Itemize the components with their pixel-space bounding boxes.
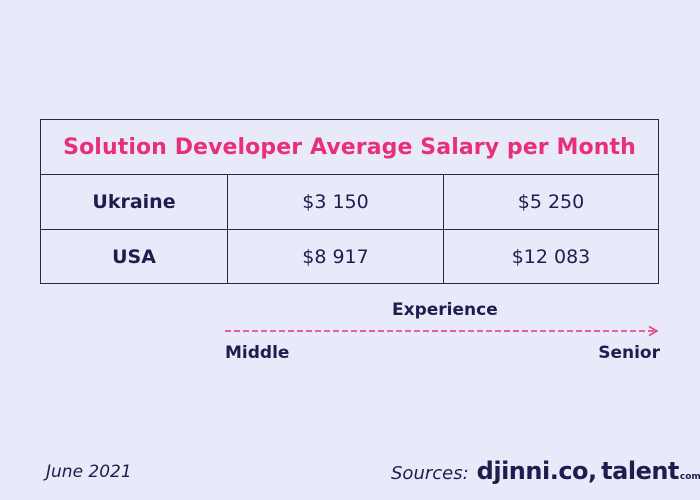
experience-arrow — [225, 325, 659, 337]
sources-line: Sources: djinni.co , talent com — [391, 457, 700, 485]
senior-salary-cell: $12 083 — [511, 246, 591, 268]
logo-separator: , — [588, 457, 598, 485]
report-date: June 2021 — [46, 462, 132, 482]
table-row: Ukraine $3 150 $5 250 — [41, 175, 658, 230]
table-title-row: Solution Developer Average Salary per Mo… — [41, 120, 658, 175]
middle-salary-cell: $3 150 — [228, 175, 444, 229]
djinni-logo: djinni.co — [476, 457, 589, 485]
table-title: Solution Developer Average Salary per Mo… — [63, 134, 636, 160]
senior-salary-cell: $5 250 — [517, 191, 585, 213]
experience-label: Experience — [392, 300, 498, 320]
country-cell: USA — [41, 230, 228, 284]
talent-logo-suffix: com — [679, 472, 700, 482]
axis-end-label: Senior — [598, 343, 660, 363]
talent-logo: talent — [601, 457, 679, 485]
sources-label: Sources: — [391, 463, 469, 484]
table-row: USA $8 917 $12 083 — [41, 230, 658, 284]
country-cell: Ukraine — [41, 175, 228, 229]
axis-start-label: Middle — [225, 343, 290, 363]
salary-table: Solution Developer Average Salary per Mo… — [40, 119, 659, 284]
middle-salary-cell: $8 917 — [228, 230, 444, 284]
